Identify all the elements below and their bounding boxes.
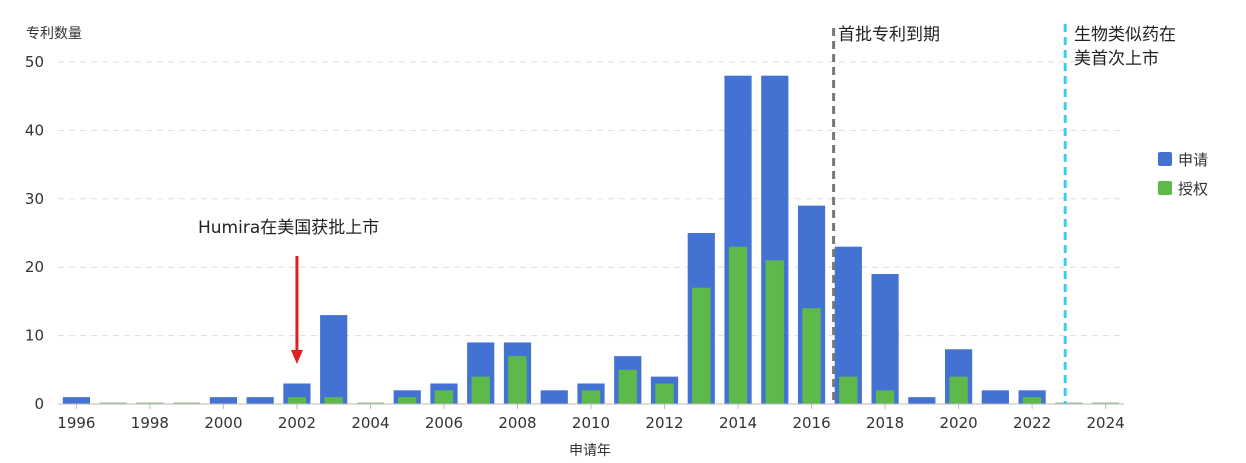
y-tick-label: 20 bbox=[25, 258, 44, 276]
bar-grant-2011[interactable] bbox=[618, 369, 637, 404]
annotation-biosimilar-line1: 生物类似药在 bbox=[1074, 25, 1176, 45]
y-tick-label: 30 bbox=[25, 190, 44, 208]
bar-grant-2012[interactable] bbox=[655, 383, 674, 404]
annotation-biosimilar-line2: 美首次上市 bbox=[1074, 49, 1159, 69]
x-tick-label: 2004 bbox=[351, 414, 389, 432]
bar-grant-2017[interactable] bbox=[839, 376, 858, 404]
x-tick-label: 2000 bbox=[204, 414, 242, 432]
bar-apply-2021[interactable] bbox=[981, 390, 1009, 404]
series-apply-bars bbox=[62, 75, 1120, 405]
x-tick-label: 2014 bbox=[719, 414, 757, 432]
bar-apply-2023[interactable] bbox=[1055, 402, 1083, 405]
bar-grant-2016[interactable] bbox=[802, 308, 821, 404]
bar-apply-2001[interactable] bbox=[246, 397, 274, 404]
bar-grant-2020[interactable] bbox=[949, 376, 968, 404]
x-tick-label: 2012 bbox=[645, 414, 683, 432]
x-tick-labels: 1996 1998 2000 2002 2004 2006 2008 2010 2012 2014… bbox=[57, 404, 1125, 432]
y-tick-label: 0 bbox=[34, 395, 44, 413]
bar-apply-1998[interactable] bbox=[136, 402, 164, 405]
bar-grant-2008[interactable] bbox=[508, 356, 527, 404]
bar-grant-2006[interactable] bbox=[434, 390, 454, 404]
legend: 申请 授权 bbox=[1158, 151, 1208, 198]
y-tick-label: 10 bbox=[25, 327, 44, 345]
y-tick-labels: 0 10 20 30 40 50 bbox=[25, 53, 44, 413]
bar-grant-2002[interactable] bbox=[287, 397, 307, 404]
y-tick-label: 40 bbox=[25, 121, 44, 139]
annotation-patent-expiry: 首批专利到期 bbox=[838, 25, 940, 45]
bar-apply-2003[interactable] bbox=[320, 315, 348, 404]
bar-grant-2013[interactable] bbox=[692, 287, 711, 404]
bar-apply-1999[interactable] bbox=[173, 402, 201, 405]
bar-apply-2009[interactable] bbox=[540, 390, 568, 404]
x-tick-label: 2016 bbox=[792, 414, 830, 432]
x-tick-label: 2022 bbox=[1013, 414, 1051, 432]
grid-lines bbox=[58, 61, 1124, 337]
bar-apply-1996[interactable] bbox=[62, 397, 90, 404]
bar-apply-2018[interactable] bbox=[871, 274, 899, 404]
annotation-humira-approval: Humira在美国获批上市 bbox=[198, 218, 379, 238]
x-tick-label: 2002 bbox=[278, 414, 316, 432]
x-axis-title: 申请年 bbox=[569, 443, 611, 459]
bar-apply-2004[interactable] bbox=[356, 402, 385, 405]
bar-grant-2003[interactable] bbox=[324, 397, 343, 404]
series-grant-bars bbox=[287, 246, 1042, 404]
x-tick-label: 2008 bbox=[498, 414, 536, 432]
bar-grant-2005[interactable] bbox=[398, 397, 417, 404]
x-tick-label: 2024 bbox=[1087, 414, 1125, 432]
bar-grant-2022[interactable] bbox=[1022, 397, 1042, 404]
legend-label-apply: 申请 bbox=[1178, 151, 1208, 169]
bar-grant-2007[interactable] bbox=[471, 376, 490, 404]
bar-grant-2018[interactable] bbox=[875, 390, 895, 404]
x-tick-label: 1996 bbox=[57, 414, 95, 432]
bar-grant-2014[interactable] bbox=[728, 246, 748, 404]
y-axis-title: 专利数量 bbox=[26, 26, 82, 42]
x-tick-label: 1998 bbox=[131, 414, 169, 432]
approval-arrow-head bbox=[290, 350, 303, 364]
bar-apply-1997[interactable] bbox=[99, 402, 127, 405]
bar-apply-2019[interactable] bbox=[908, 397, 936, 404]
bar-apply-2024[interactable] bbox=[1092, 402, 1120, 405]
y-tick-label: 50 bbox=[25, 53, 44, 71]
bar-grant-2010[interactable] bbox=[581, 390, 601, 404]
bar-grant-2015[interactable] bbox=[765, 260, 784, 404]
legend-label-grant: 授权 bbox=[1178, 180, 1208, 198]
bar-apply-2000[interactable] bbox=[209, 397, 238, 404]
x-tick-label: 2018 bbox=[866, 414, 904, 432]
legend-item-apply[interactable]: 申请 bbox=[1158, 151, 1208, 169]
x-tick-label: 2006 bbox=[425, 414, 463, 432]
x-tick-label: 2020 bbox=[939, 414, 977, 432]
legend-item-grant[interactable]: 授权 bbox=[1158, 180, 1208, 198]
legend-swatch-grant bbox=[1158, 181, 1172, 195]
x-tick-label: 2010 bbox=[572, 414, 610, 432]
annotations: Humira在美国获批上市 首批专利到期 生物类似药在 美首次上市 bbox=[198, 24, 1176, 404]
legend-swatch-apply bbox=[1158, 152, 1172, 166]
